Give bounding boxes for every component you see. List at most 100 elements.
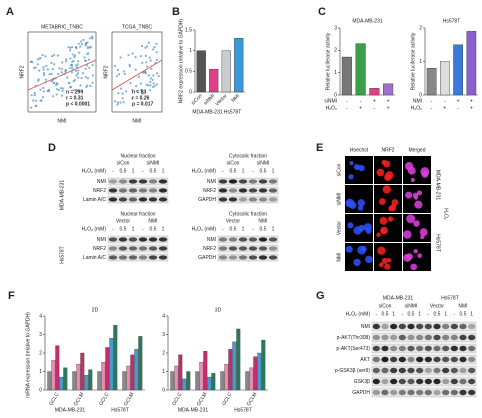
blot-band	[268, 255, 278, 260]
scatter-dot	[155, 51, 158, 54]
scatter-dot	[145, 45, 149, 48]
y-tick-label: 1	[162, 369, 165, 375]
condition-mark: -	[360, 98, 362, 104]
y-tick-label: 1	[39, 369, 42, 375]
group-label: siCon	[379, 303, 392, 309]
scatter-dot	[151, 78, 154, 81]
blot-band	[398, 334, 406, 341]
stat-text: n = 83	[132, 89, 147, 95]
scatter-dot	[31, 61, 34, 64]
scatter-dot	[36, 58, 39, 61]
blot-strip	[371, 343, 477, 354]
bar	[355, 43, 366, 96]
blot-strip	[217, 195, 279, 204]
lane-label: 1	[132, 168, 135, 174]
scatter-dot	[60, 68, 63, 71]
cell	[348, 174, 354, 180]
scatter-dot	[131, 88, 134, 92]
y-axis-label: NRF2	[103, 65, 109, 78]
scatter-dot	[56, 54, 60, 57]
scatter-dot	[139, 82, 143, 85]
scatter-dot	[30, 106, 33, 109]
blot-band	[118, 237, 128, 242]
blot-band	[398, 389, 406, 396]
blot-band	[459, 334, 467, 341]
blot-band	[218, 197, 228, 202]
bar	[126, 365, 131, 391]
scatter-dot	[69, 49, 72, 52]
treatment-label: H₂O₂ (mM)	[82, 226, 107, 232]
y-tick-label: 1	[189, 48, 192, 54]
blot-band	[381, 367, 389, 374]
scatter-dot	[155, 83, 159, 86]
scatter-dot	[152, 74, 155, 77]
group-label: MDA-MB-231	[55, 407, 86, 413]
bar	[122, 371, 127, 391]
lane-label: -	[252, 168, 254, 174]
scatter-dot	[89, 46, 92, 49]
scatter-dot	[86, 46, 89, 49]
row-label: p-AKT(Thr308)	[337, 335, 371, 341]
blot-band	[248, 246, 258, 251]
condition-mark: +	[443, 105, 446, 111]
y-tick-label: 1.5	[185, 27, 192, 33]
blot-band	[258, 188, 268, 193]
lane-label: -	[222, 168, 224, 174]
bar	[199, 362, 204, 391]
blot-band	[258, 255, 268, 260]
scatter-dot	[155, 42, 158, 45]
scatter-dot	[77, 76, 80, 79]
condition-mark: -	[431, 98, 433, 104]
stat-text: p = 0.017	[132, 101, 153, 107]
scatter-dot	[129, 81, 132, 85]
blot-band	[442, 323, 450, 330]
blot-band	[459, 356, 467, 363]
scatter-dot	[69, 67, 72, 70]
lane-label: -	[401, 311, 403, 317]
cell	[421, 171, 429, 178]
y-tick-label: 2	[39, 350, 42, 356]
blot-strip	[371, 376, 477, 387]
bar	[224, 363, 229, 391]
scatter-dot	[77, 60, 80, 63]
scatter-dot	[41, 54, 44, 57]
y-tick-label: 0	[162, 387, 165, 393]
blot-band	[108, 179, 118, 184]
cell	[417, 253, 423, 259]
lane-label: 0.5	[150, 226, 157, 232]
blot-band	[398, 367, 406, 374]
blot-band	[450, 367, 458, 374]
scatter-dot	[80, 77, 83, 80]
blot-band	[258, 237, 268, 242]
scatter-dot	[91, 74, 94, 77]
blot-band	[433, 389, 441, 396]
blot-band	[258, 197, 268, 202]
scatter-dot	[144, 54, 148, 57]
stat-text: n = 299	[66, 89, 83, 95]
blot-band	[416, 323, 424, 330]
bar	[236, 328, 241, 391]
treatment-label: H₂O₂ (mM)	[192, 168, 217, 174]
cell	[357, 245, 366, 255]
scatter-dot	[71, 45, 74, 49]
blot-band	[248, 179, 258, 184]
scatter-dot	[40, 99, 43, 102]
scatter-dot	[140, 45, 144, 48]
scatter-dot	[75, 64, 78, 67]
cell	[345, 198, 355, 208]
blot-band	[424, 345, 432, 352]
scatter-dot	[55, 82, 58, 85]
panel-letter: E	[316, 142, 323, 154]
cell	[391, 199, 399, 207]
scatter-dot	[77, 69, 80, 72]
blot-band	[108, 197, 118, 202]
scatter-dot	[71, 53, 74, 56]
blot-strip	[217, 177, 279, 186]
blot-band	[148, 197, 158, 202]
blot-band	[468, 345, 476, 352]
blot-strip	[371, 332, 477, 343]
y-axis-label: mRNA expression (relative to GAPDH)	[25, 312, 31, 398]
scatter-dot	[68, 81, 71, 85]
scatter-dot	[84, 44, 87, 47]
lane-label: 1	[272, 226, 275, 232]
